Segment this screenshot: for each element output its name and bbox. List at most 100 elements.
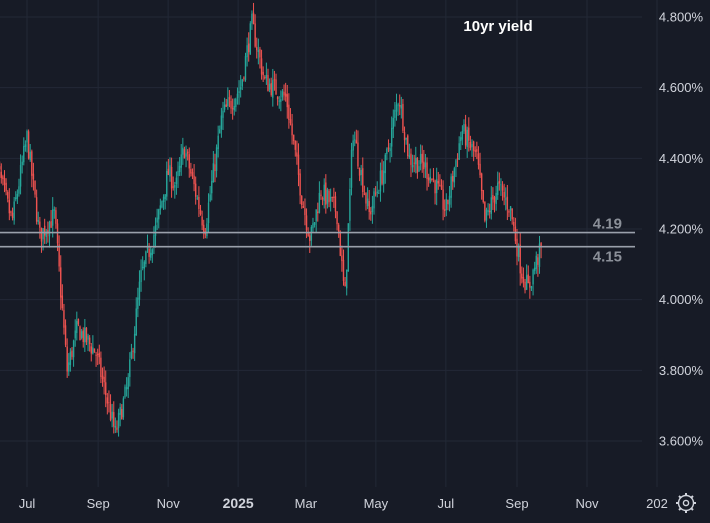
candle-up xyxy=(245,56,246,80)
candle-down xyxy=(475,150,476,152)
candle-down xyxy=(434,180,435,193)
candle-down xyxy=(402,104,403,131)
candle-up xyxy=(314,222,315,225)
candle-down xyxy=(89,338,90,344)
candle-down xyxy=(388,147,389,148)
x-tick-label: 2025 xyxy=(223,495,254,511)
candle-down xyxy=(287,94,288,107)
candle-up xyxy=(266,75,267,78)
candle-down xyxy=(148,249,149,257)
candle-up xyxy=(164,194,165,199)
y-tick-label: 4.400% xyxy=(659,151,704,166)
candle-down xyxy=(523,277,524,282)
candle-down xyxy=(332,197,333,198)
candle-up xyxy=(454,168,455,182)
candle-down xyxy=(201,217,202,226)
candle-up xyxy=(401,105,402,108)
candle-up xyxy=(209,194,210,200)
candle-up xyxy=(430,177,431,183)
candle-up xyxy=(155,225,156,236)
candle-down xyxy=(404,132,405,140)
candle-down xyxy=(110,404,111,420)
candle-down xyxy=(515,227,516,242)
candle-down xyxy=(439,185,440,186)
candle-down xyxy=(2,176,3,179)
candle-down xyxy=(298,155,299,175)
candle-up xyxy=(446,199,447,210)
candle-up xyxy=(319,193,320,213)
candle-down xyxy=(58,244,59,266)
candle-down xyxy=(39,222,40,228)
candle-down xyxy=(83,330,84,342)
x-tick-label: Jul xyxy=(19,496,36,511)
candle-down xyxy=(190,169,191,173)
candle-down xyxy=(433,178,434,179)
candle-up xyxy=(73,341,74,358)
candle-up xyxy=(449,196,450,205)
candle-up xyxy=(166,171,167,197)
candle-down xyxy=(214,164,215,171)
candle-down xyxy=(189,154,190,168)
candle-up xyxy=(486,210,487,221)
candle-down xyxy=(524,282,525,290)
candle-down xyxy=(301,196,302,205)
candle-down xyxy=(275,79,276,94)
candle-down xyxy=(10,211,11,213)
candle-down xyxy=(283,92,284,96)
candle-down xyxy=(95,355,96,356)
candle-down xyxy=(537,257,538,265)
candle-down xyxy=(66,347,67,372)
candle-up xyxy=(142,267,143,268)
candle-down xyxy=(41,228,42,242)
candle-up xyxy=(179,166,180,172)
candle-up xyxy=(352,140,353,150)
candle-up xyxy=(327,190,328,204)
candle-down xyxy=(230,101,231,109)
candle-up xyxy=(534,268,535,271)
candle-down xyxy=(97,354,98,355)
candle-up xyxy=(418,166,419,172)
candle-up xyxy=(412,165,413,167)
candle-down xyxy=(465,124,466,145)
candle-up xyxy=(391,128,392,147)
candle-up xyxy=(219,129,220,133)
candle-up xyxy=(420,154,421,164)
candle-down xyxy=(187,152,188,154)
candle-down xyxy=(341,256,342,262)
candle-down xyxy=(499,181,500,183)
candle-up xyxy=(161,201,162,207)
candle-up xyxy=(238,91,239,93)
candle-down xyxy=(243,78,244,79)
candle-down xyxy=(226,104,227,106)
candle-down xyxy=(441,185,442,189)
candle-up xyxy=(385,155,386,173)
x-tick-label: Nov xyxy=(157,496,181,511)
candle-down xyxy=(447,200,448,204)
candle-up xyxy=(272,80,273,97)
candle-up xyxy=(74,331,75,339)
candle-up xyxy=(70,352,71,365)
candle-up xyxy=(118,413,119,428)
candle-down xyxy=(200,210,201,214)
candle-down xyxy=(184,149,185,158)
candle-down xyxy=(438,181,439,183)
candle-up xyxy=(466,130,467,147)
candle-down xyxy=(132,351,133,352)
candle-down xyxy=(417,158,418,173)
candle-up xyxy=(251,14,252,24)
candle-up xyxy=(217,136,218,149)
candle-up xyxy=(185,153,186,156)
candle-up xyxy=(17,194,18,199)
candle-down xyxy=(375,193,376,194)
candle-down xyxy=(113,412,114,426)
candle-down xyxy=(256,47,257,50)
candle-down xyxy=(413,163,414,164)
candle-up xyxy=(124,387,125,398)
candle-up xyxy=(13,202,14,221)
candle-down xyxy=(50,221,51,228)
candle-up xyxy=(224,105,225,110)
candle-down xyxy=(513,222,514,226)
candle-up xyxy=(497,183,498,195)
candle-down xyxy=(399,105,400,106)
